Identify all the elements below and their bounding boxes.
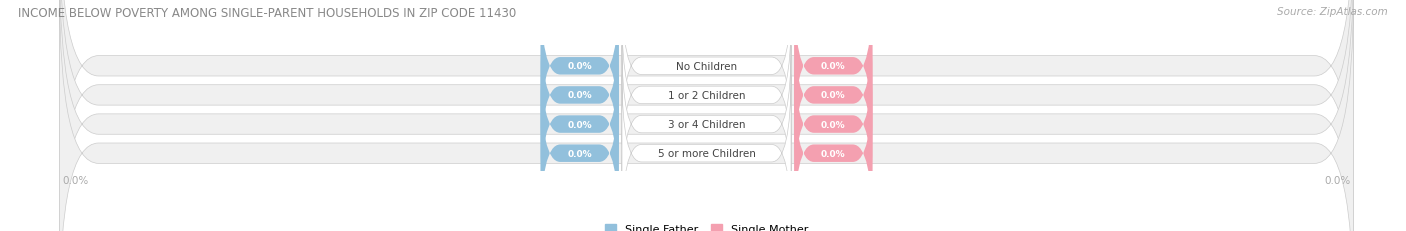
FancyBboxPatch shape bbox=[621, 46, 792, 203]
FancyBboxPatch shape bbox=[621, 0, 792, 145]
Text: 0.0%: 0.0% bbox=[568, 149, 592, 158]
Text: 1 or 2 Children: 1 or 2 Children bbox=[668, 91, 745, 100]
FancyBboxPatch shape bbox=[541, 17, 619, 174]
FancyBboxPatch shape bbox=[794, 17, 872, 174]
FancyBboxPatch shape bbox=[59, 0, 1354, 230]
Text: 0.0%: 0.0% bbox=[821, 149, 845, 158]
FancyBboxPatch shape bbox=[541, 75, 619, 231]
FancyBboxPatch shape bbox=[794, 0, 872, 145]
FancyBboxPatch shape bbox=[794, 75, 872, 231]
Text: INCOME BELOW POVERTY AMONG SINGLE-PARENT HOUSEHOLDS IN ZIP CODE 11430: INCOME BELOW POVERTY AMONG SINGLE-PARENT… bbox=[18, 7, 516, 20]
Text: 0.0%: 0.0% bbox=[821, 62, 845, 71]
Text: 0.0%: 0.0% bbox=[568, 120, 592, 129]
Text: 0.0%: 0.0% bbox=[821, 120, 845, 129]
FancyBboxPatch shape bbox=[59, 0, 1354, 231]
FancyBboxPatch shape bbox=[541, 0, 619, 145]
Text: 3 or 4 Children: 3 or 4 Children bbox=[668, 120, 745, 130]
Text: Source: ZipAtlas.com: Source: ZipAtlas.com bbox=[1277, 7, 1388, 17]
FancyBboxPatch shape bbox=[621, 75, 792, 231]
FancyBboxPatch shape bbox=[59, 0, 1354, 231]
FancyBboxPatch shape bbox=[621, 17, 792, 174]
FancyBboxPatch shape bbox=[794, 46, 872, 203]
FancyBboxPatch shape bbox=[541, 46, 619, 203]
Legend: Single Father, Single Mother: Single Father, Single Mother bbox=[605, 224, 808, 231]
FancyBboxPatch shape bbox=[59, 0, 1354, 231]
Text: 5 or more Children: 5 or more Children bbox=[658, 149, 755, 158]
Text: 0.0%: 0.0% bbox=[821, 91, 845, 100]
Text: No Children: No Children bbox=[676, 61, 737, 71]
Text: 0.0%: 0.0% bbox=[568, 91, 592, 100]
Text: 0.0%: 0.0% bbox=[568, 62, 592, 71]
